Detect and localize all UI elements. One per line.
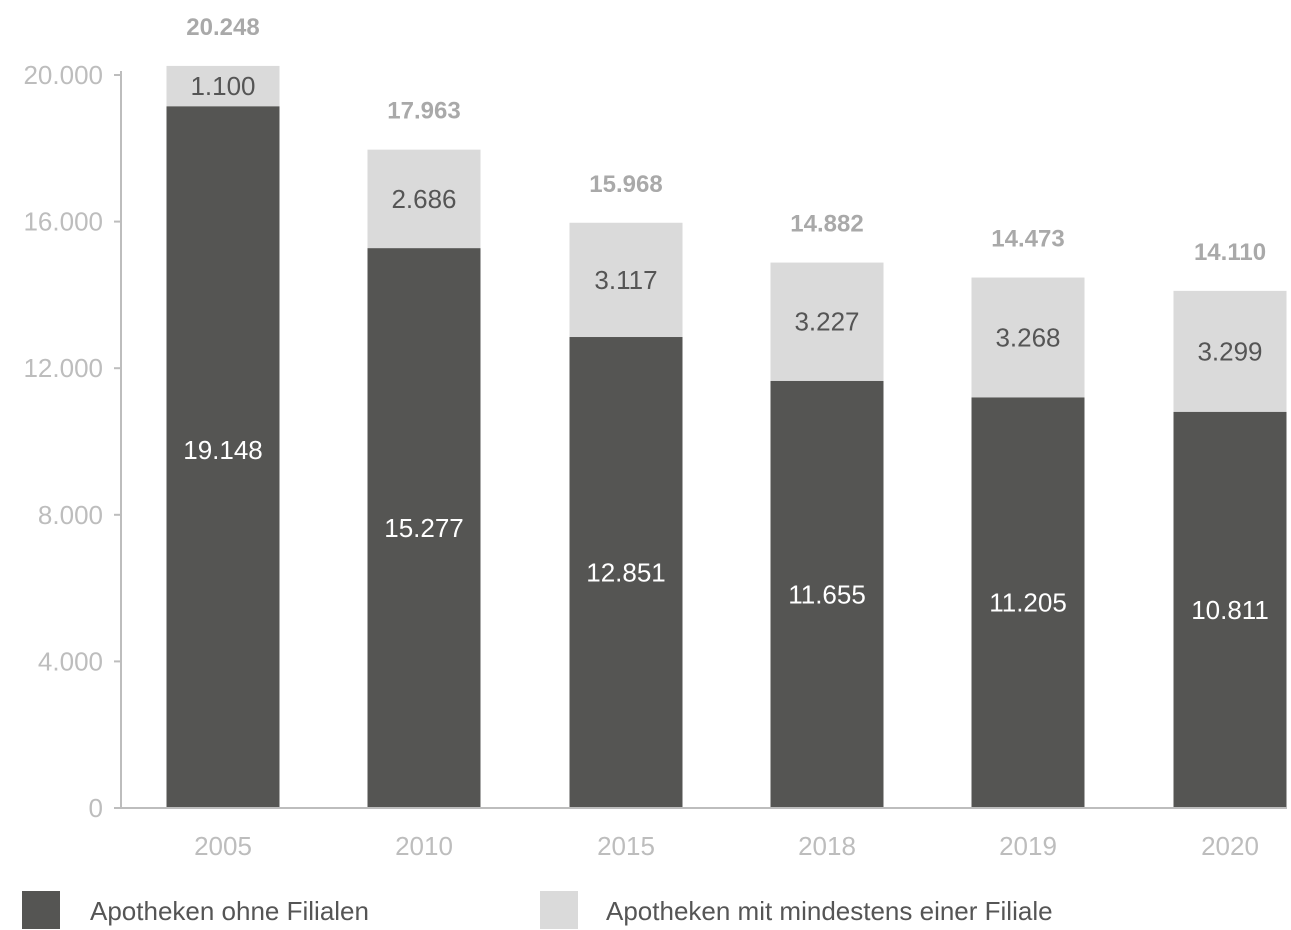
bar-value-label-ohne-filialen: 11.205 (989, 588, 1067, 618)
bar-value-label-mit-filiale: 3.299 (1197, 336, 1262, 366)
y-tick-label: 20.000 (23, 60, 103, 90)
legend-swatch-ohne-filialen (22, 891, 60, 929)
bar-value-label-ohne-filialen: 11.655 (788, 579, 866, 609)
y-tick-label: 8.000 (38, 500, 103, 530)
bar-total-label: 20.248 (186, 14, 259, 41)
bar-segment-ohne-filialen (1173, 411, 1287, 808)
bar-segment-mit-filiale (367, 149, 481, 249)
x-tick-label: 2018 (798, 831, 856, 861)
x-axis: 2005 2010 2015 2018 2019 2020 (121, 807, 1287, 861)
bar-total-label: 14.110 (1194, 239, 1266, 266)
bar-segment-ohne-filialen (166, 106, 280, 808)
x-tick-label: 2020 (1201, 831, 1259, 861)
y-tick-label: 12.000 (23, 353, 103, 383)
bar-segment-ohne-filialen (770, 380, 884, 808)
x-tick-label: 2015 (597, 831, 655, 861)
bar-segment-mit-filiale (569, 222, 683, 338)
bar-segment-ohne-filialen (367, 248, 481, 808)
bar-total-label: 17.963 (387, 98, 460, 125)
bar-value-label-ohne-filialen: 10.811 (1191, 595, 1269, 625)
legend: Apotheken ohne Filialen Apotheken mit min… (22, 891, 1053, 929)
x-tick-label: 2010 (395, 831, 453, 861)
bar-segment-mit-filiale (166, 65, 280, 107)
y-tick-label: 16.000 (23, 207, 103, 237)
bar-value-label-mit-filiale: 3.268 (995, 322, 1060, 352)
y-axis: 0 4.000 8.000 12.000 16.000 20.000 (23, 60, 122, 823)
y-tick-label: 4.000 (38, 646, 103, 676)
bar-value-label-mit-filiale: 2.686 (391, 184, 456, 214)
bar-value-label-mit-filiale: 3.117 (594, 265, 657, 295)
bar-total-label: 15.968 (589, 171, 662, 198)
legend-label-ohne-filialen: Apotheken ohne Filialen (90, 896, 369, 926)
bar-segment-mit-filiale (1173, 290, 1287, 412)
bar-segment-ohne-filialen (971, 397, 1085, 808)
y-tick-label: 0 (89, 793, 103, 823)
bars: 19.148 1.100 20.248 15.277 2.686 17.963 12.851… (166, 14, 1287, 808)
x-tick-label: 2005 (194, 831, 252, 861)
bar-total-label: 14.473 (991, 226, 1064, 253)
legend-label-mit-filiale: Apotheken mit mindestens einer Filiale (606, 896, 1053, 926)
bar-segment-ohne-filialen (569, 337, 683, 808)
bar-value-label-mit-filiale: 1.100 (190, 71, 255, 101)
legend-swatch-mit-filiale (540, 891, 578, 929)
bar-value-label-mit-filiale: 3.227 (794, 307, 859, 337)
bar-total-label: 14.882 (790, 211, 863, 238)
bar-value-label-ohne-filialen: 15.277 (384, 513, 464, 543)
bar-segment-mit-filiale (770, 262, 884, 381)
x-tick-label: 2019 (999, 831, 1057, 861)
bar-segment-mit-filiale (971, 277, 1085, 398)
bar-value-label-ohne-filialen: 12.851 (586, 558, 666, 588)
bar-value-label-ohne-filialen: 19.148 (183, 435, 263, 465)
